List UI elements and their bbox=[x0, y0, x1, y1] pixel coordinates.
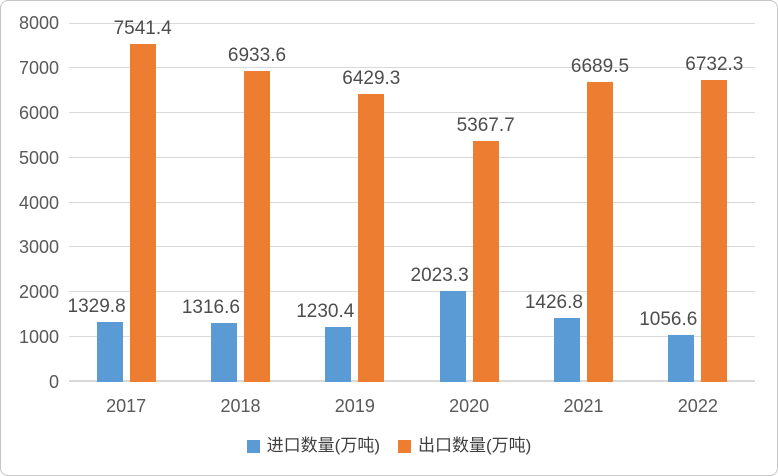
y-axis-tick-4000: 4000 bbox=[18, 192, 59, 213]
legend-item-export: 出口数量(万吨) bbox=[398, 435, 531, 457]
export-value-label-2022: 6732.3 bbox=[685, 53, 744, 75]
import-value-label-2017: 1329.8 bbox=[67, 296, 126, 318]
plot-area: 1329.8 7541.4 1316.6 6933.6 1230.4 6429.3 2023… bbox=[68, 18, 755, 382]
import-value-label-2018: 1316.6 bbox=[181, 296, 240, 318]
export-value-label-2018: 6933.6 bbox=[227, 44, 287, 66]
y-axis-tick-0: 0 bbox=[48, 372, 59, 392]
import-value-label-2020: 2023.3 bbox=[410, 265, 469, 287]
export-value-label-2019: 6429.3 bbox=[342, 67, 401, 89]
x-axis-label-2019: 2019 bbox=[334, 396, 375, 416]
import-bar-2022: 1056.6 bbox=[639, 309, 697, 382]
x-axis-label-2020: 2020 bbox=[449, 396, 490, 416]
export-swatch-icon bbox=[398, 439, 411, 453]
legend-label-export: 出口数量(万吨) bbox=[418, 436, 532, 455]
gridline-6000 bbox=[69, 112, 755, 113]
import-swatch-icon bbox=[246, 439, 260, 453]
gridline-0 bbox=[69, 380, 755, 382]
import-bar-2018: 1316.6 bbox=[182, 297, 240, 382]
x-axis-label-2018: 2018 bbox=[220, 396, 261, 416]
bar-group-2018: 1316.6 6933.6 bbox=[182, 23, 297, 382]
export-value-label-2020: 5367.7 bbox=[456, 115, 515, 137]
y-axis-tick-7000: 7000 bbox=[18, 57, 59, 78]
x-axis-label-2017: 2017 bbox=[106, 396, 147, 416]
y-axis-tick-6000: 6000 bbox=[18, 102, 59, 123]
y-axis-tick-1000: 1000 bbox=[18, 327, 59, 348]
gridline-1000 bbox=[69, 336, 755, 337]
legend-label-import: 进口数量(万吨) bbox=[266, 436, 380, 455]
y-axis-tick-3000: 3000 bbox=[18, 237, 59, 258]
bar-group-2020: 2023.3 5367.7 bbox=[411, 23, 526, 382]
gridline-5000 bbox=[69, 157, 755, 158]
gridline-3000 bbox=[69, 246, 755, 247]
import-bar-2019: 1230.4 bbox=[296, 301, 354, 382]
bar-group-2022: 1056.6 6732.3 bbox=[639, 23, 755, 382]
import-value-label-2021: 1426.8 bbox=[524, 292, 583, 313]
export-value-label-2017: 7541.4 bbox=[113, 17, 172, 39]
export-value-label-2021: 6689.5 bbox=[570, 55, 630, 77]
y-axis-tick-5000: 5000 bbox=[18, 147, 59, 168]
x-axis-label-2022: 2022 bbox=[677, 396, 718, 416]
bar-group-2019: 1230.4 6429.3 bbox=[296, 23, 412, 382]
gridline-8000 bbox=[69, 23, 755, 24]
import-value-label-2022: 1056.6 bbox=[639, 308, 698, 330]
legend-item-import: 进口数量(万吨) bbox=[246, 435, 380, 457]
y-axis-tick-8000: 8000 bbox=[18, 13, 59, 33]
export-bar-2019: 6429.3 bbox=[342, 68, 400, 382]
import-bar-2020: 2023.3 bbox=[411, 265, 469, 382]
bar-group-2017: 1329.8 7541.4 bbox=[68, 18, 183, 382]
import-bar-2021: 1426.8 bbox=[525, 292, 583, 382]
legend: 进口数量(万吨) 出口数量(万吨) bbox=[1, 435, 777, 457]
x-axis-label-2021: 2021 bbox=[563, 396, 604, 416]
export-bar-2017: 7541.4 bbox=[114, 18, 172, 382]
gridline-2000 bbox=[69, 291, 755, 292]
export-bar-2018: 6933.6 bbox=[228, 45, 286, 382]
import-value-label-2019: 1230.4 bbox=[296, 300, 355, 322]
export-bar-2020: 5367.7 bbox=[457, 115, 515, 382]
gridline-7000 bbox=[69, 67, 755, 68]
export-bar-2022: 6732.3 bbox=[685, 54, 743, 382]
gridline-4000 bbox=[69, 202, 755, 203]
export-bar-2021: 6689.5 bbox=[571, 56, 629, 382]
bar-group-2021: 1426.8 6689.5 bbox=[525, 23, 640, 382]
y-axis-tick-2000: 2000 bbox=[18, 282, 59, 303]
import-bar-2017: 1329.8 bbox=[68, 296, 126, 382]
